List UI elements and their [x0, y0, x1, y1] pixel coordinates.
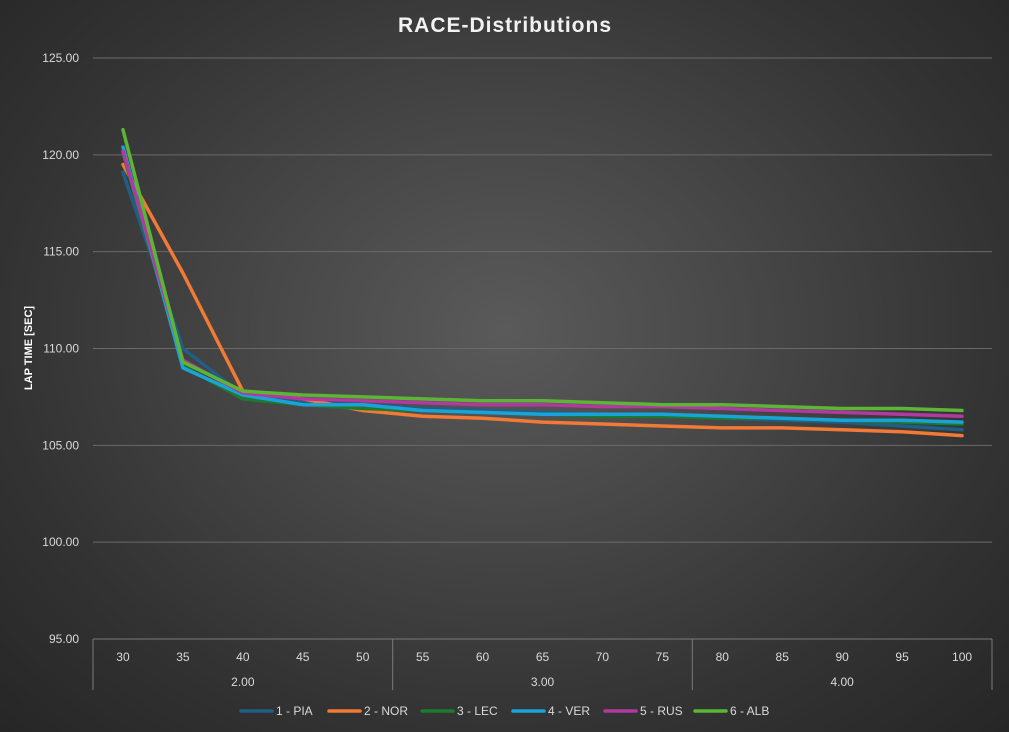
- series-line-4: [121, 145, 964, 424]
- x-tick-label: 45: [296, 650, 310, 664]
- y-axis-label: LAP TIME [SEC]: [23, 306, 35, 390]
- x-tick-label: 85: [776, 650, 790, 664]
- legend-label: 6 - ALB: [730, 704, 769, 718]
- chart-title: RACE-Distributions: [398, 14, 612, 37]
- x-group-label: 3.00: [531, 675, 555, 689]
- x-tick-label: 35: [176, 650, 190, 664]
- y-tick-label: 125.00: [42, 51, 79, 65]
- y-tick-label: 115.00: [43, 245, 79, 259]
- series-line-6: [121, 127, 964, 413]
- x-tick-label: 80: [716, 650, 730, 664]
- y-tick-label: 95.00: [49, 632, 79, 646]
- x-group-label: 2.00: [231, 675, 255, 689]
- legend-label: 3 - LEC: [457, 704, 498, 718]
- series-line-3: [121, 151, 964, 426]
- x-tick-label: 50: [356, 650, 370, 664]
- series-line-5: [121, 149, 964, 419]
- x-tick-label: 95: [895, 650, 909, 664]
- legend-label: 2 - NOR: [364, 704, 408, 718]
- x-group-label: 4.00: [830, 675, 854, 689]
- legend-label: 4 - VER: [548, 704, 590, 718]
- x-tick-label: 60: [476, 650, 490, 664]
- x-tick-label: 100: [952, 650, 972, 664]
- y-tick-label: 105.00: [42, 438, 79, 452]
- x-tick-label: 30: [116, 650, 130, 664]
- y-tick-label: 110.00: [43, 342, 79, 356]
- x-tick-label: 40: [236, 650, 250, 664]
- x-tick-label: 75: [656, 650, 670, 664]
- x-tick-label: 65: [536, 650, 550, 664]
- x-tick-label: 90: [835, 650, 849, 664]
- legend-label: 1 - PIA: [276, 704, 313, 718]
- y-tick-label: 100.00: [42, 535, 79, 549]
- x-tick-label: 55: [416, 650, 430, 664]
- legend-label: 5 - RUS: [640, 704, 683, 718]
- x-tick-label: 70: [596, 650, 610, 664]
- y-tick-label: 120.00: [42, 148, 79, 162]
